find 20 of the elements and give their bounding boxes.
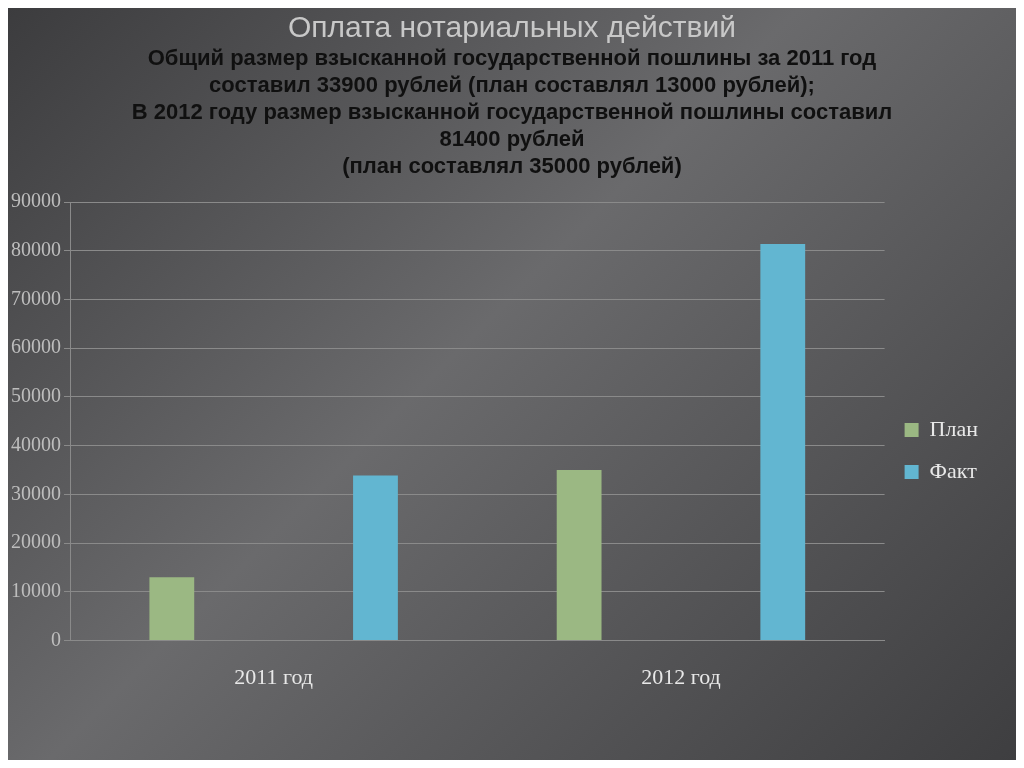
x-tick-label: 2011 год xyxy=(234,663,314,689)
legend-label: План xyxy=(929,415,979,441)
bar xyxy=(760,243,806,641)
chart-title: Оплата нотариальных действий xyxy=(286,9,738,44)
y-tick-label: 10000 xyxy=(11,579,61,602)
x-tick-label: 2012 год xyxy=(641,663,721,689)
bar xyxy=(556,470,602,641)
y-tick-label: 40000 xyxy=(11,432,61,455)
y-tick-label: 60000 xyxy=(11,335,61,358)
y-tick-label: 20000 xyxy=(11,530,61,553)
y-tick-label: 0 xyxy=(51,627,61,650)
chart-subtitle: Общий размер взысканной государственной пошлины за 2011 год составил 33900 рублей (план составлял 13000 рублей); В 2012 году размер взысканной государственной пошлины составил 81400 рублей (план составлял 35000 рублей) xyxy=(130,44,894,179)
y-tick-label: 90000 xyxy=(11,189,61,212)
y-tick-label: 50000 xyxy=(11,384,61,407)
legend-label: Факт xyxy=(929,457,978,483)
y-tick-label: 80000 xyxy=(11,237,61,260)
y-tick-label: 70000 xyxy=(11,286,61,309)
bar xyxy=(353,475,398,641)
y-tick-label: 30000 xyxy=(11,481,61,504)
bar xyxy=(149,577,195,641)
